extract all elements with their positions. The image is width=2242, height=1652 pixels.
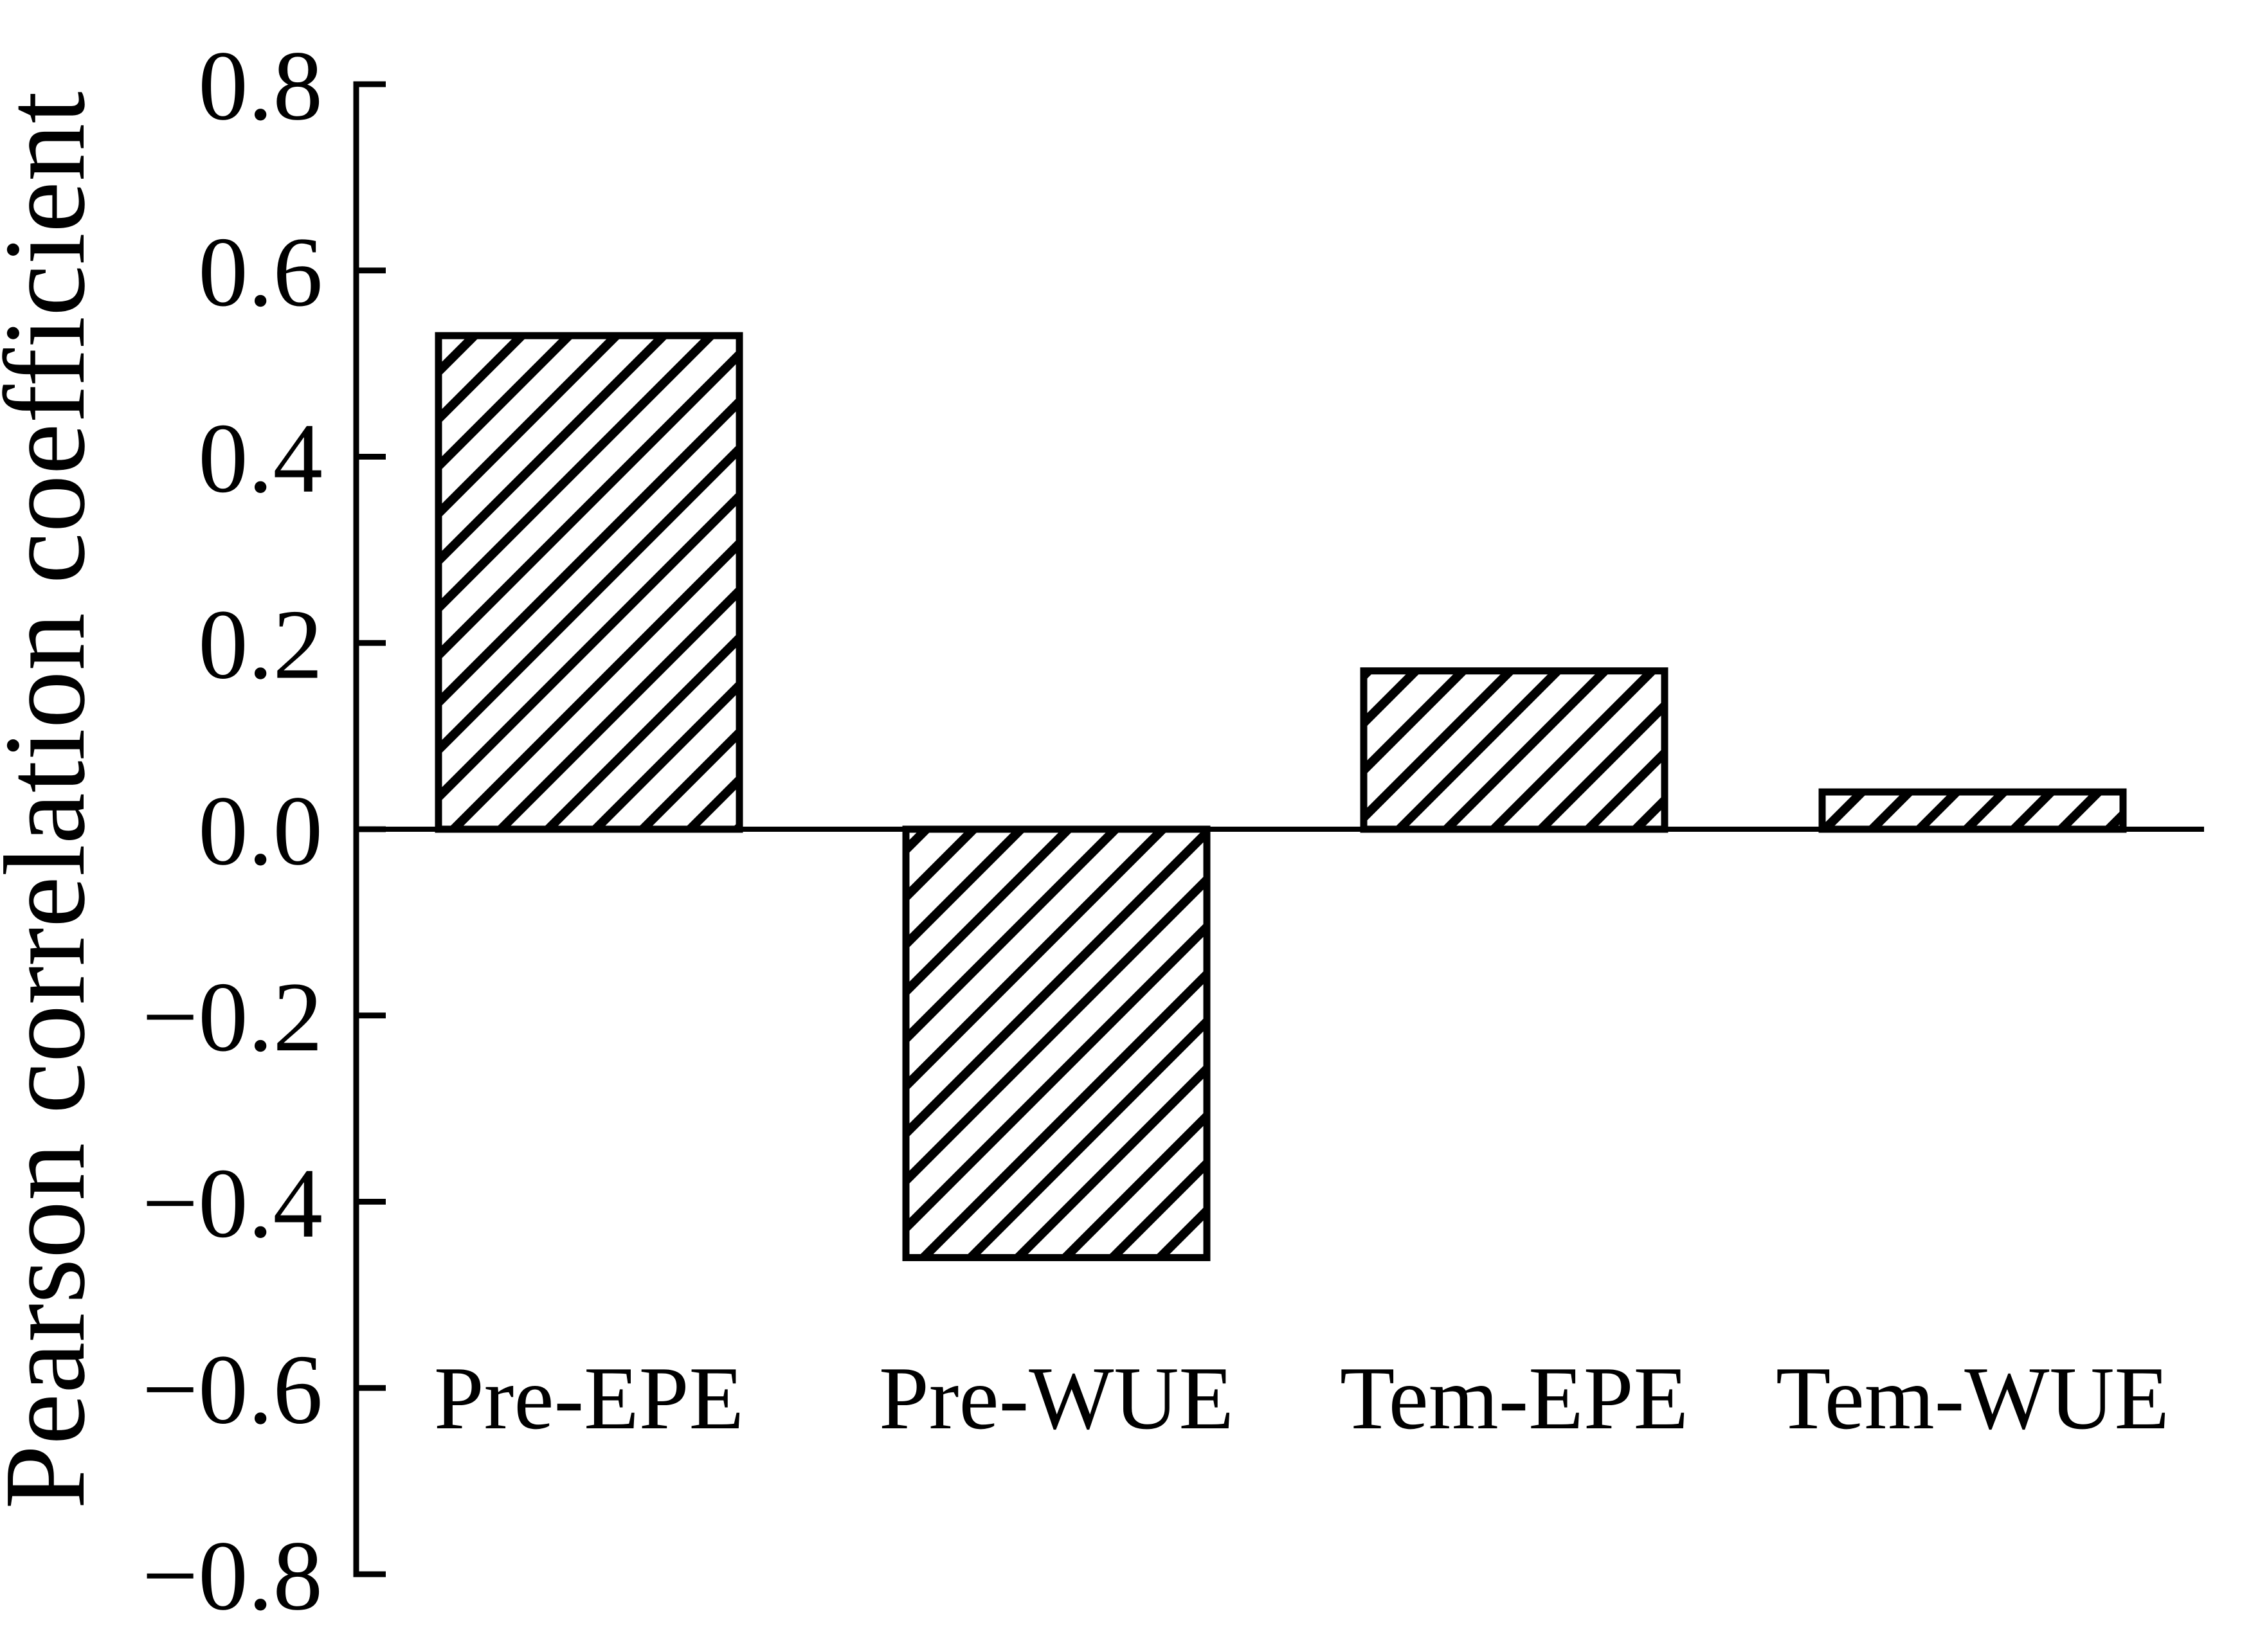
y-axis-title: Pearson correlation coefficient [0,91,109,1509]
y-tick-label: 0.4 [198,403,323,514]
y-tick-label: 0.0 [198,775,323,886]
y-tick-label: −0.4 [142,1148,323,1259]
y-tick-label: 0.2 [198,589,323,700]
y-tick-label: −0.8 [142,1520,323,1631]
x-category-label: Pre-WUE [879,1349,1234,1448]
y-tick-labels-layer: 0.8 0.6 0.4 0.2 0.0 −0.2 −0.4 −0.6 −0.8 [142,30,323,1631]
y-tick-label: 0.8 [198,30,323,141]
bar-pre-wue [902,825,1211,1261]
y-tick-label: −0.2 [142,962,323,1072]
bars-layer [435,332,2127,1261]
bar-tem-epe [1360,667,1668,833]
x-category-labels-layer: Pre-EPE Pre-WUE Tem-EPE Tem-WUE [434,1349,2169,1448]
x-category-label: Tem-WUE [1776,1349,2169,1448]
y-tick-label: 0.6 [198,217,323,327]
y-axis-layer [353,81,386,1577]
x-category-label: Pre-EPE [434,1349,744,1448]
y-tick-label: −0.6 [142,1334,323,1445]
x-category-label: Tem-EPE [1340,1349,1688,1448]
bar-tem-wue [1818,788,2127,833]
bar-pre-epe [435,332,743,833]
